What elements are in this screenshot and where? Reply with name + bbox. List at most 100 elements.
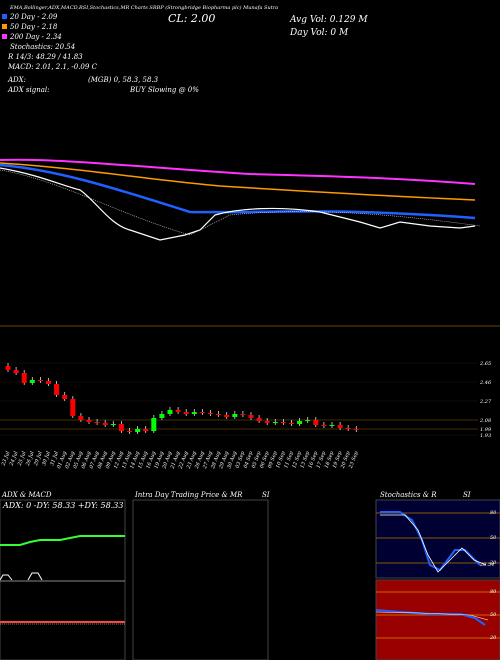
stoch-d <box>380 514 487 573</box>
rsi-signal <box>375 611 489 621</box>
candle-body <box>305 420 311 421</box>
candle-body <box>143 429 149 431</box>
x-tick-label: 29 Jul <box>33 450 44 467</box>
x-tick-label: 17 Sep <box>316 450 328 469</box>
x-tick-label: 13 Sep <box>299 450 311 469</box>
macd: MACD: 2.01, 2.1, -0.09 C <box>7 63 98 71</box>
adx-signal-value: BUY Slowing @ 0% <box>129 86 199 94</box>
candle-body <box>118 424 124 431</box>
candle-body <box>127 431 132 432</box>
intraday-panel <box>132 499 269 660</box>
x-tick-label: 25 Jul <box>17 450 28 467</box>
candle-body <box>159 414 165 418</box>
stoch-title-2: SI <box>463 491 471 499</box>
close-price: CL: 2.00 <box>168 12 215 25</box>
x-tick-label: 16 Sep <box>308 450 320 469</box>
candle-body <box>102 423 108 425</box>
y-tick-label: 2.27 <box>479 399 492 405</box>
candle-body <box>289 423 294 424</box>
candle-body <box>78 416 84 420</box>
x-tick-label: 19 Sep <box>332 450 344 469</box>
intraday-title-2: SI <box>262 491 270 499</box>
x-tick-label: 31 Jul <box>49 450 60 466</box>
x-tick-label: 10 Sep <box>275 450 287 469</box>
legend-swatch <box>2 24 7 29</box>
candle-body <box>175 410 181 412</box>
candle-body <box>5 366 11 370</box>
adx: ADX: <box>7 76 26 84</box>
level-label: 50 <box>490 535 497 541</box>
candle-body <box>62 395 68 399</box>
x-tick-label: 16 Aug <box>145 451 157 470</box>
x-tick-label: 05 Sep <box>251 450 263 469</box>
candle-body <box>183 412 189 414</box>
level-label: 20 <box>489 635 497 641</box>
stoch-value: 20.54 <box>479 562 494 568</box>
candle-body <box>199 412 205 413</box>
adx-value: (MGB) 0, 58.3, 58.3 <box>88 76 159 84</box>
candle-body <box>29 380 35 383</box>
candle-body <box>321 425 327 426</box>
candle-body <box>345 428 351 429</box>
level-label: 50 <box>490 612 497 618</box>
adx-signal: ADX signal: <box>7 86 49 94</box>
ema50: 50 Day - 2.18 <box>10 23 58 31</box>
candle-body <box>94 422 100 423</box>
y-tick-label: 2.65 <box>479 361 491 367</box>
candle-body <box>224 415 230 417</box>
candle-body <box>70 399 76 416</box>
adx-line <box>0 535 125 546</box>
x-tick-label: 09 Sep <box>267 450 279 469</box>
candle-body <box>54 384 60 395</box>
x-tick-label: 07 Aug <box>89 451 101 470</box>
candle-body <box>208 413 213 414</box>
level-label: 80 <box>490 510 497 516</box>
price-line <box>0 167 476 241</box>
x-tick-label: 04 Sep <box>243 450 255 469</box>
candle-body <box>191 412 197 414</box>
ema200-line <box>0 158 476 185</box>
ema20-line <box>0 163 476 220</box>
day-volume: Day Vol: 0 M <box>289 28 349 38</box>
x-tick-label: 02 Aug <box>64 451 76 470</box>
candle-body <box>329 425 335 426</box>
x-tick-label: 15 Aug <box>137 451 149 470</box>
x-tick-label: 08 Aug <box>97 451 109 470</box>
adx-title: ADX & MACD <box>1 491 52 499</box>
y-tick-label: 1.93 <box>480 433 491 439</box>
candle-body <box>21 373 27 383</box>
x-tick-label: 01 Aug <box>56 451 68 470</box>
y-tick-label: 1.99 <box>480 427 492 433</box>
candle-body <box>86 420 92 422</box>
x-tick-label: 30 Aug <box>226 451 238 470</box>
candle-body <box>313 420 319 425</box>
stoch-title: Stochastics & R <box>380 491 437 499</box>
x-tick-label: 30 Jul <box>41 450 52 466</box>
candle-body <box>151 418 157 431</box>
candle-body <box>272 422 278 423</box>
intraday-title: Intra Day Trading Price & MR <box>134 491 243 499</box>
legend-swatch <box>2 14 7 19</box>
x-tick-label: 06 Aug <box>81 451 93 470</box>
x-tick-label: 23 Jul <box>0 450 11 467</box>
x-tick-label: 13 Aug <box>121 451 133 470</box>
x-tick-label: 18 Sep <box>324 450 336 469</box>
adx-text: ADX: 0 -DY: 58.33 +DY: 58.33 <box>2 501 123 510</box>
x-tick-label: 19 Aug <box>153 451 165 470</box>
di-line <box>0 572 43 581</box>
x-tick-label: 06 Sep <box>259 450 271 469</box>
ema20: 20 Day - 2.09 <box>9 13 58 21</box>
y-tick-label: 2.08 <box>479 418 491 424</box>
candle-body <box>216 414 222 415</box>
candle-body <box>256 418 262 421</box>
avg-volume: Avg Vol: 0.129 M <box>289 15 368 25</box>
candle-body <box>240 414 246 415</box>
x-tick-label: 12 Aug <box>113 451 125 470</box>
candle-body <box>37 380 43 381</box>
candle-body <box>135 429 141 432</box>
subtitle: EMA,Bollinger,ADX,MACD,RSI,Stochastics,M… <box>9 4 278 11</box>
adx-panel <box>0 499 126 660</box>
level-label: 80 <box>490 589 497 595</box>
candle-body <box>232 414 238 417</box>
